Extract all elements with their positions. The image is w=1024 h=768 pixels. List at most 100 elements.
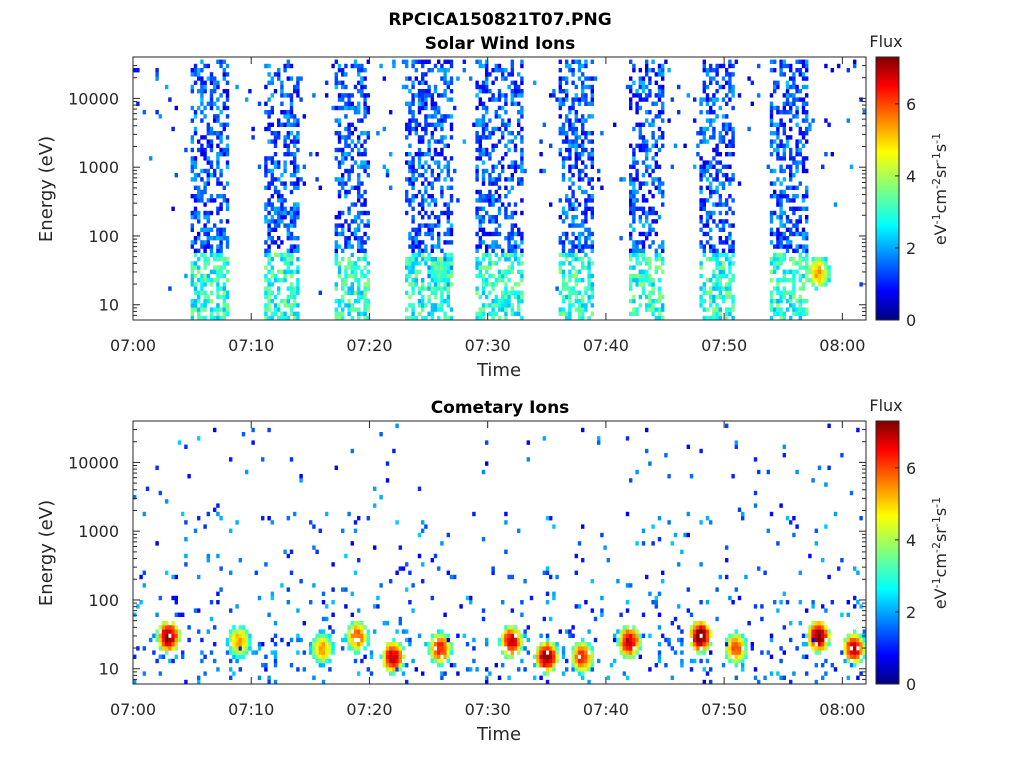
solar-wind-heatmap-cell [814,269,818,274]
solar-wind-heatmap-cell [725,198,729,203]
solar-wind-heatmap-cell [481,215,486,220]
solar-wind-heatmap-cell [801,257,806,262]
solar-wind-heatmap-cell [344,84,348,90]
solar-wind-heatmap-cell [363,131,367,136]
solar-wind-heatmap-cell [795,219,799,224]
solar-wind-heatmap-cell [481,303,486,308]
solar-wind-heatmap-cell [728,311,732,316]
solar-wind-heatmap-cell [443,240,447,245]
solar-wind-heatmap-cell [267,72,271,77]
solar-wind-heatmap-cell [520,210,524,216]
solar-wind-heatmap-cell [574,131,578,136]
solar-wind-heatmap-cell [341,181,345,186]
solar-wind-heatmap-cell [507,189,511,195]
solar-wind-heatmap-cell [715,307,719,312]
solar-wind-heatmap-cell [379,63,383,69]
cometary-heatmap-cell [408,637,412,643]
cometary-heatmap-cell [446,658,450,664]
solar-wind-heatmap-cell [565,76,569,81]
solar-wind-heatmap-cell [440,185,444,190]
solar-wind-heatmap-cell [574,282,578,287]
solar-wind-heatmap-cell [289,139,294,144]
solar-wind-heatmap-cell [776,236,780,241]
solar-wind-heatmap-cell [590,114,594,119]
solar-wind-heatmap-cell [270,173,274,178]
solar-wind-heatmap-cell [782,290,786,295]
cometary-heatmap-cell [702,633,706,638]
cometary-heatmap-cell [174,654,178,659]
solar-wind-heatmap-cell [417,152,422,157]
cometary-heatmap-cell [741,667,745,672]
solar-wind-heatmap-cell [270,181,274,186]
cometary-heatmap-cell [789,637,793,643]
cometary-heatmap-cell [430,642,434,647]
solar-wind-heatmap-cell [510,236,514,241]
solar-wind-heatmap-cell [574,269,578,274]
solar-wind-heatmap-cell [705,177,710,182]
solar-wind-heatmap-cell [437,177,441,182]
solar-wind-heatmap-cell [699,164,703,169]
solar-wind-heatmap-cell [353,185,358,190]
solar-wind-heatmap-cell [705,290,710,295]
solar-wind-heatmap-cell [491,126,495,132]
solar-wind-heatmap-cell [811,278,815,283]
solar-wind-heatmap-cell [725,290,729,295]
solar-wind-heatmap-cell [661,240,665,245]
solar-wind-heatmap-cell [517,294,521,300]
solar-wind-heatmap-cell [337,273,342,279]
cometary-heatmap-cell [734,637,738,643]
solar-wind-heatmap-cell [789,68,793,73]
cometary-heatmap-cell [248,642,252,647]
solar-wind-heatmap-cell [494,198,498,203]
cometary-heatmap-cell [859,642,863,647]
solar-wind-heatmap-cell [277,244,281,249]
solar-wind-heatmap-cell [513,89,518,94]
solar-wind-heatmap-cell [280,198,284,203]
solar-wind-heatmap-cell [712,156,716,161]
solar-wind-heatmap-cell [632,219,636,224]
cometary-heatmap-cell [555,574,559,580]
solar-wind-heatmap-cell [283,139,287,144]
solar-wind-heatmap-cell [437,118,441,123]
solar-wind-heatmap-cell [638,76,642,81]
solar-wind-heatmap-cell [222,257,226,262]
solar-wind-heatmap-cell [366,135,370,140]
cometary-heatmap-cell [392,663,396,668]
cometary-heatmap-cell [641,633,646,638]
solar-wind-heatmap-cell [491,273,495,279]
solar-wind-heatmap-cell [584,240,588,245]
cometary-heatmap-cell [549,658,553,664]
solar-wind-heatmap-cell [782,156,786,161]
solar-wind-heatmap-cell [795,168,799,174]
solar-wind-heatmap-cell [200,101,204,106]
solar-wind-heatmap-cell [257,101,262,106]
solar-wind-heatmap-cell [414,168,418,174]
solar-wind-heatmap-cell [206,160,210,165]
solar-wind-heatmap-cell [430,173,434,178]
cometary-heatmap-cell [590,654,594,659]
solar-wind-heatmap-cell [443,286,447,291]
solar-wind-heatmap-cell [737,181,742,186]
solar-wind-heatmap-cell [440,269,444,274]
solar-wind-heatmap-cell [209,227,214,232]
solar-wind-heatmap-cell [718,265,722,270]
solar-wind-heatmap-cell [337,303,342,308]
solar-wind-heatmap-cell [504,252,508,258]
solar-wind-heatmap-cell [769,131,774,136]
cometary-panel: Cometary Ions 07:00 07:10 07:20 07:30 07:40 0… [36,396,950,745]
solar-wind-heatmap-cell [581,93,585,98]
solar-wind-heatmap-cell [430,105,434,111]
solar-wind-heatmap-cell [289,219,294,224]
solar-wind-heatmap-cell [635,248,639,253]
solar-wind-heatmap-cell [779,311,783,316]
solar-wind-heatmap-cell [267,252,271,258]
solar-wind-heatmap-cell [792,97,796,102]
cometary-heatmap-cell [165,625,169,630]
solar-wind-heatmap-cell [475,80,479,85]
solar-wind-heatmap-cell [193,68,198,73]
solar-wind-heatmap-cell [501,168,505,174]
cometary-heatmap-cell [696,646,700,651]
solar-wind-heatmap-cell [645,143,649,148]
solar-wind-heatmap-cell [200,252,204,258]
solar-wind-heatmap-cell [405,76,409,81]
